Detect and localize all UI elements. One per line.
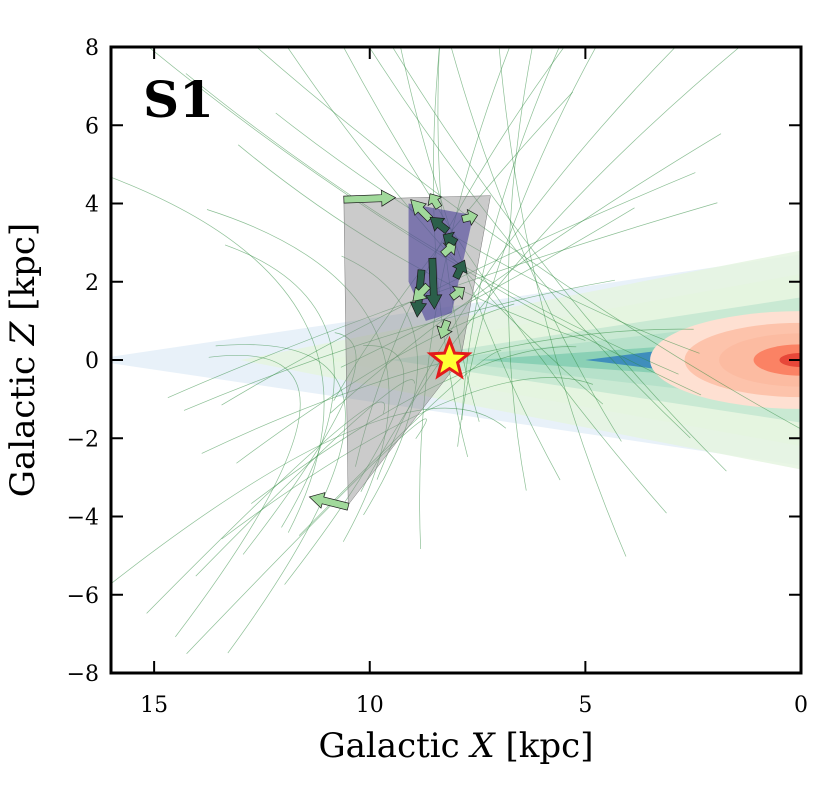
velocity-arrow-14 bbox=[449, 286, 466, 301]
orbit-line-12 bbox=[450, 47, 622, 442]
orbit-line-16 bbox=[298, 350, 502, 536]
y-tick-label: −4 bbox=[67, 506, 99, 531]
velocity-arrow-9 bbox=[451, 259, 468, 280]
x-tick-label: 5 bbox=[578, 693, 592, 718]
orbit-line-29 bbox=[111, 407, 507, 585]
orbit-line-24 bbox=[186, 418, 427, 654]
x-tick-label: 15 bbox=[140, 693, 168, 718]
orbit-line-42 bbox=[251, 346, 577, 504]
velocity-arrow-5 bbox=[410, 199, 434, 223]
panel-label: S1 bbox=[143, 70, 214, 129]
y-axis-label: Galactic Z [kpc] bbox=[3, 223, 43, 497]
velocity-arrow-1 bbox=[343, 189, 397, 207]
y-tick-label: −6 bbox=[67, 584, 99, 609]
orbit-line-40 bbox=[215, 344, 346, 654]
velocity-arrow-12 bbox=[442, 231, 459, 247]
velocity-arrow-10 bbox=[412, 282, 431, 302]
orbit-line-36 bbox=[461, 47, 560, 420]
velocity-arrow-11 bbox=[436, 319, 453, 340]
orbit-line-20 bbox=[498, 47, 627, 557]
orbit-line-38 bbox=[368, 47, 691, 439]
y-tick-label: −2 bbox=[67, 427, 99, 452]
bulge-contour-4 bbox=[753, 344, 801, 376]
orbit-line-21 bbox=[236, 303, 515, 464]
velocity-arrow-6 bbox=[429, 216, 451, 235]
orbit-line-19 bbox=[175, 354, 301, 638]
y-tick-label: 8 bbox=[85, 36, 99, 61]
orbit-line-14 bbox=[206, 209, 390, 542]
sun-star-marker bbox=[426, 335, 473, 380]
velocity-arrow-7 bbox=[461, 208, 479, 226]
orbit-line-3 bbox=[146, 401, 385, 614]
sun-marker bbox=[426, 335, 473, 380]
y-tick-label: 2 bbox=[85, 271, 99, 296]
y-tick-label: 6 bbox=[85, 114, 99, 139]
orbit-line-28 bbox=[508, 47, 533, 491]
plot-area bbox=[111, 47, 801, 654]
y-tick-label: 4 bbox=[85, 193, 99, 218]
orbit-line-13 bbox=[183, 279, 615, 411]
x-tick-label: 0 bbox=[794, 693, 808, 718]
orbit-line-22 bbox=[275, 112, 700, 354]
x-tick-label: 10 bbox=[356, 693, 384, 718]
axis-ticks: 15 10 5 0 8 6 4 2 0 −2 −4 −6 −8 bbox=[67, 36, 808, 718]
orbit-line-35 bbox=[111, 177, 325, 533]
orbit-line-26 bbox=[340, 207, 635, 368]
y-tick-label: 0 bbox=[85, 349, 99, 374]
velocity-arrows bbox=[308, 189, 479, 511]
orbit-line-33 bbox=[400, 47, 561, 481]
orbit-line-18 bbox=[330, 133, 722, 414]
x-axis-label: Galactic X [kpc] bbox=[319, 726, 594, 766]
orbit-line-11 bbox=[242, 332, 357, 555]
y-tick-label: −8 bbox=[67, 662, 99, 687]
orbit-line-6 bbox=[341, 255, 418, 516]
orbit-line-37 bbox=[195, 379, 415, 577]
velocity-arrow-4 bbox=[425, 257, 443, 310]
orbit-line-44 bbox=[376, 47, 676, 480]
orbit-line-8 bbox=[221, 377, 594, 540]
orbit-line-1 bbox=[237, 144, 586, 341]
velocity-arrow-13 bbox=[427, 193, 443, 210]
orbit-line-32 bbox=[284, 345, 405, 585]
velocity-arrow-2 bbox=[308, 492, 350, 511]
orbit-line-27 bbox=[224, 244, 335, 528]
orbit-line-30 bbox=[256, 47, 801, 430]
